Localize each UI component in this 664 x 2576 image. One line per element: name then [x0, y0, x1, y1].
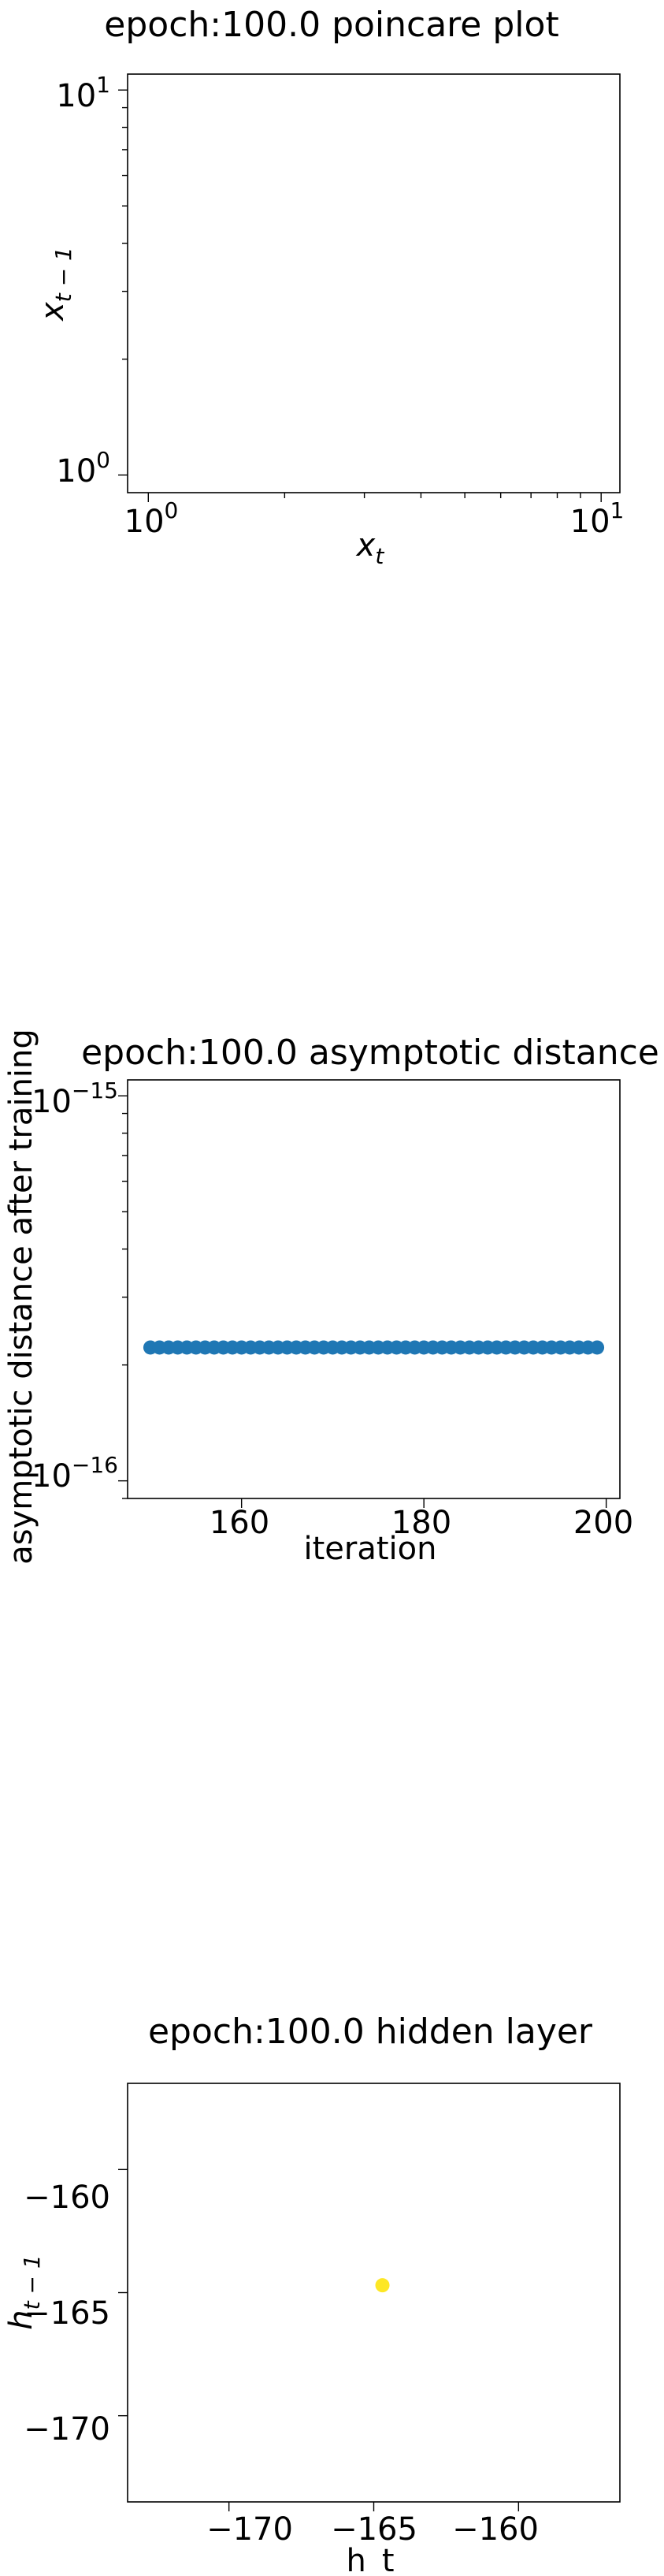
- data-points: [375, 2278, 390, 2293]
- y-tick-label: −165: [24, 2295, 110, 2332]
- svg-text:101: 101: [570, 497, 625, 540]
- svg-text:10−15: 10−15: [32, 1078, 118, 1120]
- svg-text:ht − 1: ht − 1: [3, 2254, 45, 2329]
- svg-text:xt: xt: [355, 527, 385, 569]
- chart-title: epoch:100.0 asymptotic distance: [81, 1033, 659, 1073]
- y-tick-label: 10−15: [32, 1078, 118, 1120]
- x-tick-label: 160: [210, 1505, 269, 1541]
- x-tick-label: 180: [391, 1505, 451, 1541]
- plot-frame: [127, 1079, 621, 1499]
- x-axis-label: h_t: [346, 2543, 394, 2576]
- poincare-plot-panel: epoch:100.0 poincare plot 100 101 100 10…: [0, 0, 664, 599]
- y-axis-label: ht − 1: [3, 2254, 45, 2329]
- poincare-plot-chart: epoch:100.0 poincare plot 100 101 100 10…: [35, 5, 625, 569]
- x-tick-label: −165: [331, 2511, 417, 2548]
- chart-title: epoch:100.0 hidden layer: [148, 2012, 593, 2052]
- axis-ticks: [118, 1095, 607, 1508]
- x-tick-label: 101: [570, 497, 625, 540]
- x-tick-label: −170: [206, 2511, 293, 2548]
- x-axis-label: iteration: [304, 1531, 437, 1567]
- svg-text:100: 100: [124, 497, 179, 540]
- plot-frame: [127, 2083, 621, 2503]
- y-tick-label: 100: [56, 447, 110, 490]
- asymptotic-distance-chart: epoch:100.0 asymptotic distance 10−16 10…: [3, 1029, 659, 1567]
- data-points: [143, 1340, 605, 1355]
- data-point: [375, 2278, 390, 2293]
- y-axis-label: xt − 1: [35, 247, 76, 322]
- y-tick-label: −170: [24, 2411, 110, 2448]
- x-tick-label: 200: [573, 1505, 633, 1541]
- y-tick-label: 101: [56, 72, 110, 114]
- x-tick-label: −160: [452, 2511, 539, 2548]
- axis-ticks: [118, 2168, 520, 2511]
- plot-frame: [127, 73, 621, 493]
- chart-title: epoch:100.0 poincare plot: [104, 5, 558, 45]
- asymptotic-distance-panel: epoch:100.0 asymptotic distance 10−16 10…: [0, 1017, 664, 1592]
- x-axis-label: xt: [355, 527, 385, 569]
- y-tick-label: −160: [24, 2180, 110, 2216]
- hidden-layer-panel: epoch:100.0 hidden layer −170 −165 −160 …: [0, 1994, 664, 2576]
- hidden-layer-chart: epoch:100.0 hidden layer −170 −165 −160 …: [3, 2012, 621, 2576]
- x-tick-label: 100: [124, 497, 179, 540]
- svg-text:101: 101: [56, 72, 110, 114]
- y-axis-label: asymptotic distance after training: [3, 1029, 39, 1565]
- y-tick-label: 10−16: [32, 1452, 118, 1495]
- svg-text:xt − 1: xt − 1: [35, 247, 76, 322]
- data-point: [590, 1340, 605, 1355]
- svg-text:10−16: 10−16: [32, 1452, 118, 1495]
- minor-ticks: [118, 89, 602, 502]
- svg-text:100: 100: [56, 447, 110, 490]
